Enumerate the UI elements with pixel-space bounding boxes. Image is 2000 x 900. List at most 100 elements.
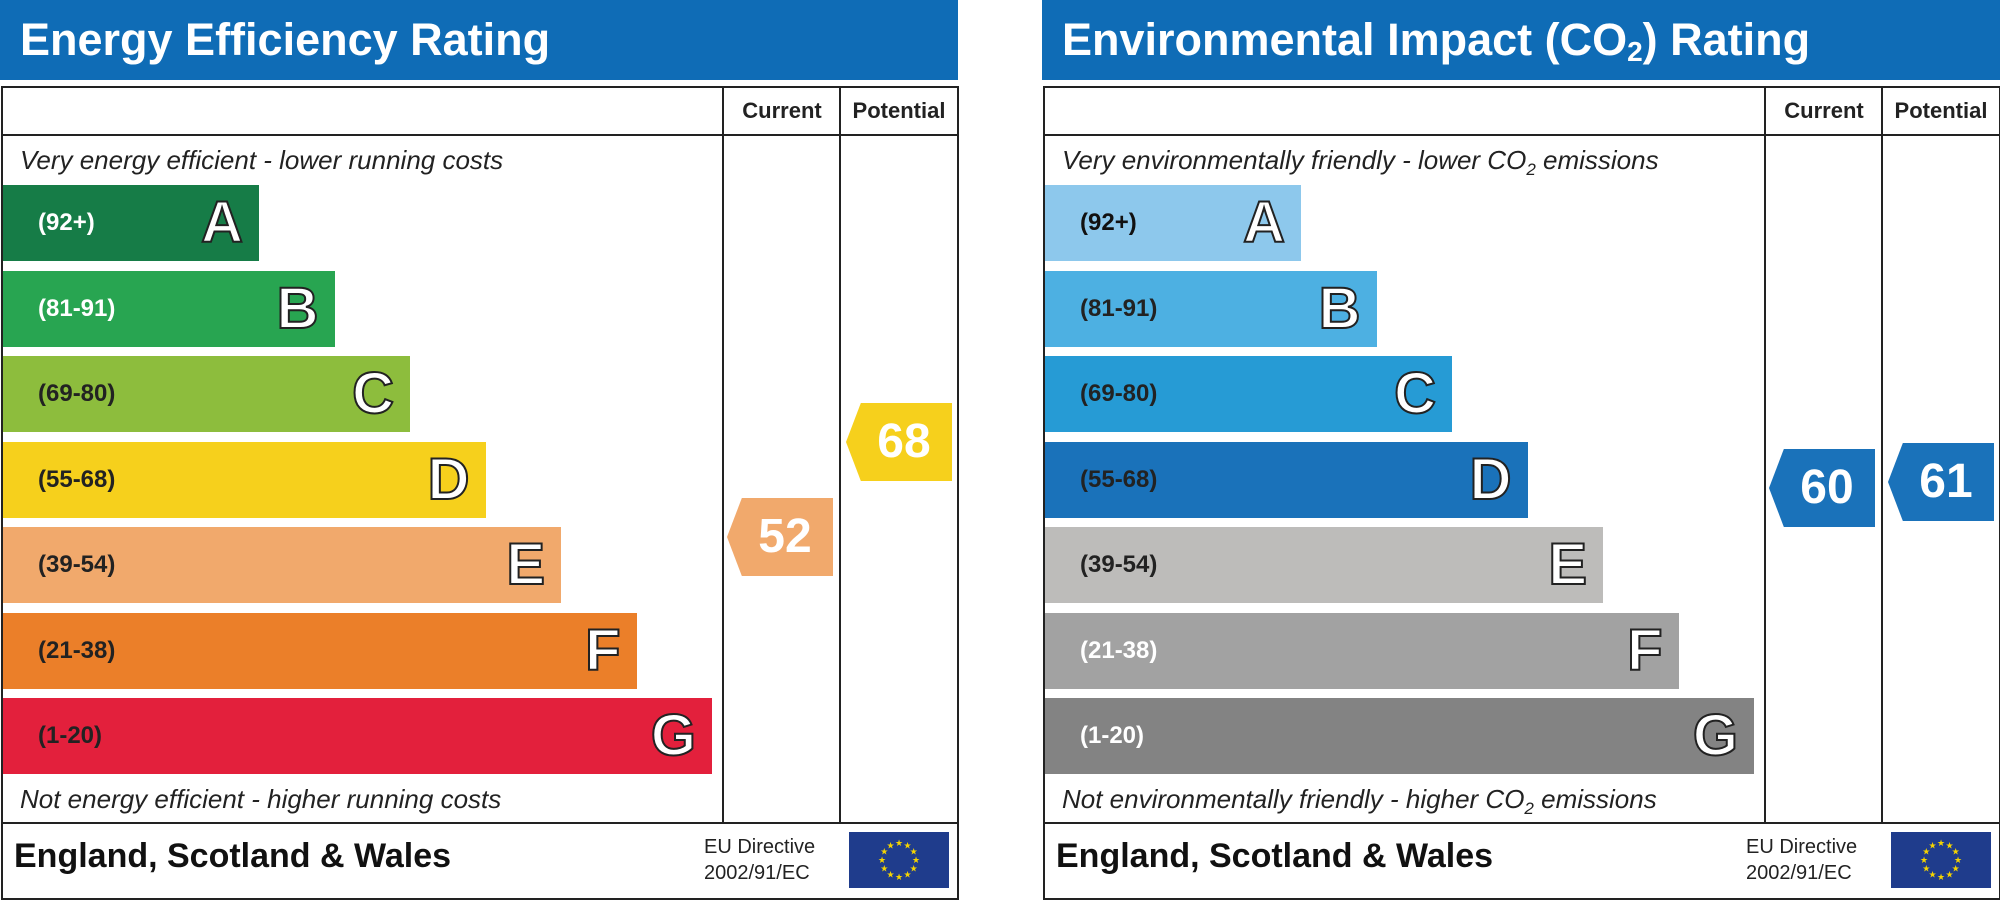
band-range-label: (55-68)	[38, 465, 116, 493]
rating-band-e: (39-54) E	[3, 527, 561, 603]
title-main: Environmental Impact (CO	[1062, 14, 1628, 65]
title-subscript: 2	[1627, 36, 1643, 67]
column-divider	[1881, 86, 1883, 824]
directive-line1: EU Directive	[704, 836, 816, 858]
band-letter: A	[1242, 189, 1286, 256]
eu-star: ★	[886, 840, 894, 850]
rating-band-e: (39-54) E	[1045, 527, 1603, 603]
band-range-label: (1-20)	[1080, 722, 1145, 749]
eu-star: ★	[1952, 864, 1960, 874]
directive-line2: 2002/91/EC	[1746, 862, 1852, 884]
eu-star: ★	[1928, 840, 1936, 850]
band-range-label: (21-38)	[38, 636, 116, 664]
band-letter: E	[505, 531, 546, 598]
bottom-caption: Not energy efficient - higher running co…	[20, 784, 502, 814]
footer-region: England, Scotland & Wales	[1056, 837, 1494, 875]
top-caption: Very energy efficient - lower running co…	[20, 145, 504, 175]
footer-divider	[1043, 822, 1999, 824]
eu-directive: EU Directive 2002/91/EC	[1746, 834, 1857, 886]
panel-title: Energy Efficiency Rating	[20, 14, 551, 65]
current-rating-value: 60	[1800, 461, 1854, 514]
panel-header: Environmental Impact (CO2) Rating	[1042, 0, 2000, 80]
eu-star: ★	[1952, 847, 1960, 857]
current-rating-value: 52	[758, 510, 812, 563]
header-divider	[1043, 134, 1999, 136]
band-letter: B	[1318, 275, 1362, 342]
eu-star: ★	[910, 864, 918, 874]
title-end: ) Rating	[1642, 14, 1811, 65]
eu-flag-icon: ★ ★ ★ ★ ★ ★ ★ ★ ★ ★ ★ ★	[1891, 832, 1991, 888]
eu-star: ★	[1954, 855, 1962, 865]
current-rating-arrow: 60	[1769, 449, 1875, 527]
band-letter: D	[1469, 446, 1513, 513]
potential-rating-arrow: 61	[1888, 443, 1994, 521]
rating-band-b: (81-91) B	[1045, 270, 1377, 347]
band-range-label: (92+)	[38, 209, 95, 236]
column-header-potential: Potential	[852, 98, 946, 123]
eu-star: ★	[1937, 838, 1945, 848]
eu-star: ★	[1928, 870, 1936, 880]
column-header-current: Current	[1784, 98, 1864, 123]
footer-region: England, Scotland & Wales	[14, 837, 452, 875]
band-letter: G	[650, 702, 697, 769]
directive-line1: EU Directive	[1746, 836, 1858, 858]
rating-band-c: (69-80) C	[3, 356, 410, 432]
band-range-label: (92+)	[1080, 209, 1137, 236]
band-letter: D	[427, 446, 471, 513]
eu-star: ★	[895, 872, 903, 882]
column-divider	[722, 86, 724, 824]
top-caption-end: emissions	[1535, 145, 1659, 175]
eu-star: ★	[912, 855, 920, 865]
eu-star: ★	[1937, 872, 1945, 882]
rating-band-a: (92+) A	[1045, 185, 1301, 261]
eu-star: ★	[1922, 864, 1930, 874]
bottom-caption-subscript: 2	[1524, 799, 1534, 819]
eu-star: ★	[1945, 870, 1953, 880]
eu-star: ★	[880, 864, 888, 874]
rating-band-f: (21-38) F	[3, 612, 637, 689]
rating-band-d: (55-68) D	[3, 441, 486, 518]
eu-star: ★	[880, 847, 888, 857]
potential-rating-arrow: 68	[846, 403, 952, 481]
band-range-label: (69-80)	[1080, 380, 1158, 407]
top-caption-subscript: 2	[1526, 160, 1536, 180]
rating-band-a: (92+) A	[3, 185, 259, 261]
top-caption-main: Very environmentally friendly - lower CO	[1062, 145, 1527, 175]
eu-flag-icon: ★ ★ ★ ★ ★ ★ ★ ★ ★ ★ ★ ★	[849, 832, 949, 888]
band-range-label: (21-38)	[1080, 636, 1158, 664]
energy-efficiency-panel: Energy Efficiency Rating Current Potenti…	[0, 0, 959, 900]
eu-star: ★	[1922, 847, 1930, 857]
bottom-caption: Not environmentally friendly - higher CO…	[1062, 784, 1657, 819]
potential-rating-value: 61	[1919, 455, 1973, 508]
panel-header: Energy Efficiency Rating	[0, 0, 958, 80]
potential-rating-value: 68	[877, 415, 931, 468]
eu-star: ★	[878, 855, 886, 865]
eu-star: ★	[903, 870, 911, 880]
column-divider	[1764, 86, 1766, 824]
band-range-label: (1-20)	[38, 722, 103, 749]
header-divider	[1, 134, 957, 136]
eu-star: ★	[903, 840, 911, 850]
band-letter: C	[1393, 360, 1437, 427]
band-letter: F	[1626, 617, 1663, 684]
rating-band-g: (1-20) G	[1045, 698, 1754, 774]
panel-title: Environmental Impact (CO2) Rating	[1062, 8, 1810, 84]
rating-band-d: (55-68) D	[1045, 441, 1528, 518]
eu-star: ★	[1920, 855, 1928, 865]
column-header-potential: Potential	[1894, 98, 1988, 123]
band-letter: C	[351, 360, 395, 427]
footer-divider	[1, 822, 957, 824]
environmental-impact-panel: Environmental Impact (CO2) Rating Curren…	[1042, 0, 2000, 900]
rating-band-g: (1-20) G	[3, 698, 712, 774]
directive-line2: 2002/91/EC	[704, 862, 810, 884]
eu-directive: EU Directive 2002/91/EC	[704, 834, 815, 886]
column-header-current: Current	[742, 98, 822, 123]
bottom-caption-main: Not environmentally friendly - higher CO	[1062, 784, 1525, 814]
band-range-label: (69-80)	[38, 380, 116, 407]
band-letter: E	[1547, 531, 1588, 598]
band-letter: B	[276, 275, 320, 342]
column-divider	[839, 86, 841, 824]
band-letter: A	[200, 189, 244, 256]
band-range-label: (81-91)	[38, 294, 116, 322]
band-range-label: (39-54)	[38, 551, 116, 578]
